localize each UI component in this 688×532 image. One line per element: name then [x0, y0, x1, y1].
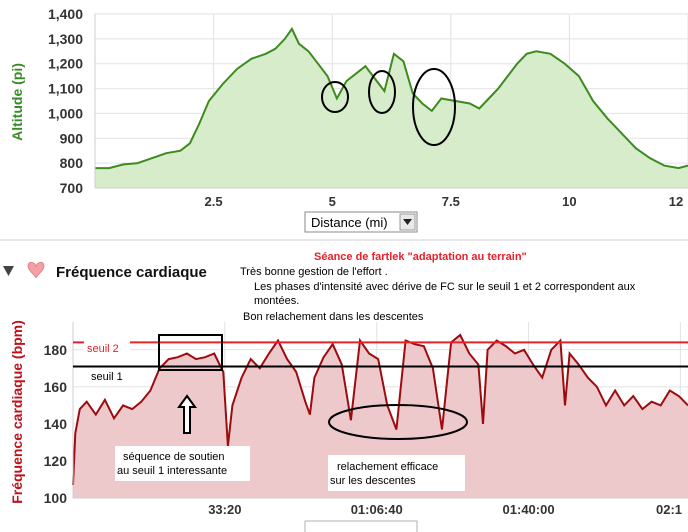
section-title: Fréquence cardiaque: [56, 264, 207, 281]
seuil-1-label: seuil 1: [91, 371, 123, 383]
notes-line-1: Très bonne gestion de l'effort .: [240, 266, 388, 278]
soutien-label-line-2: au seuil 1 interessante: [117, 465, 227, 477]
triangle-down-icon[interactable]: [3, 266, 14, 276]
notes-title: Séance de fartlek "adaptation au terrain…: [314, 251, 527, 263]
altitude-y-tick: 1,000: [48, 105, 83, 121]
notes-box: [228, 246, 688, 326]
seuil-2-label: seuil 2: [87, 343, 119, 355]
altitude-line: [95, 26, 688, 170]
altitude-area: [95, 28, 688, 189]
annotation-ellipse-3: [412, 68, 456, 146]
hr-x-tick: 01:40:00: [503, 502, 555, 517]
notes-line-4: Bon relachement dans les descentes: [243, 311, 424, 323]
dropdown-triangle-icon: [403, 219, 412, 225]
seuil-1-label-bg: [86, 369, 132, 384]
hr-y-tick: 120: [44, 453, 68, 469]
altitude-y-tick: 1,300: [48, 31, 83, 47]
hr-y-tick: 140: [44, 416, 68, 432]
altitude-y-tick: 1,200: [48, 56, 83, 72]
altitude-y-tick: 1,400: [48, 6, 83, 22]
altitude-y-tick: 800: [60, 155, 84, 171]
annotation-rectangle: [158, 334, 223, 371]
hr-x-tick: 01:06:40: [351, 502, 403, 517]
annotation-ellipse-1: [321, 81, 349, 113]
altitude-y-ticks: 700 800 900 1,000 1,100 1,200 1,300 1,400: [48, 6, 83, 196]
altitude-y-tick: 900: [60, 130, 84, 146]
hr-x-ticks: 33:20 01:06:40 01:40:00 02:1: [208, 502, 682, 517]
annotation-arrow-icon: [177, 394, 197, 434]
altitude-x-tick: 2.5: [205, 194, 223, 209]
hr-y-tick: 160: [44, 379, 68, 395]
relachement-label-box: [328, 455, 465, 491]
altitude-y-tick: 1,100: [48, 81, 83, 97]
altitude-y-label: Altitude (pi): [9, 63, 25, 141]
hr-y-label: Fréquence cardiaque (bpm): [9, 320, 25, 504]
hr-x-tick: 02:1: [656, 502, 682, 517]
time-dropdown-partial[interactable]: [304, 520, 418, 532]
hr-x-tick: 33:20: [208, 502, 241, 517]
notes-line-2: Les phases d'intensité avec dérive de FC…: [254, 281, 636, 293]
altitude-x-tick: 5: [329, 194, 336, 209]
hr-y-tick: 180: [44, 342, 68, 358]
hr-y-tick: 100: [44, 490, 68, 506]
annotation-ellipse-2: [368, 70, 396, 114]
hr-line: [72, 333, 688, 486]
altitude-x-tick: 12: [669, 194, 683, 209]
hr-y-ticks: 100 120 140 160 180: [44, 342, 68, 506]
soutien-label-box: [115, 446, 250, 481]
distance-dropdown[interactable]: Distance (mi): [304, 211, 418, 233]
relachement-label-line-1: relachement efficace: [337, 461, 438, 473]
altitude-y-tick: 700: [60, 180, 84, 196]
altitude-x-ticks: 2.5 5 7.5 10 12: [205, 194, 684, 209]
notes-line-3: montées.: [254, 295, 299, 307]
seuil-2-label-bg: [84, 341, 130, 356]
relachement-label-line-2: sur les descentes: [330, 475, 416, 487]
heart-icon: [27, 261, 45, 279]
soutien-label-line-1: séquence de soutien: [123, 451, 225, 463]
annotation-ellipse-4: [328, 404, 468, 440]
altitude-x-tick: 7.5: [442, 194, 460, 209]
altitude-x-tick: 10: [562, 194, 576, 209]
dropdown-label: Distance (mi): [311, 215, 388, 230]
